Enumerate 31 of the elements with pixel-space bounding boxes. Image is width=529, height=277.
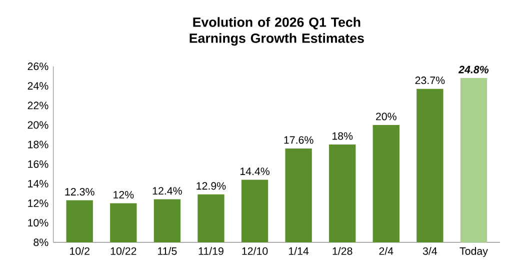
y-tick-label: 16% — [28, 160, 48, 168]
x-tick-label: 11/5 — [158, 247, 177, 255]
x-tick-label: 1/28 — [332, 247, 352, 255]
data-label: 14.4% — [240, 168, 270, 176]
x-tick-label: 3/4 — [422, 247, 438, 255]
y-tick-label: 8% — [34, 238, 48, 246]
data-label: 17.6% — [284, 136, 314, 144]
data-label: 24.8% — [458, 66, 489, 74]
y-tick-label: 18% — [28, 140, 48, 148]
x-tick-label: 1/14 — [289, 247, 309, 255]
data-label: 20% — [376, 112, 396, 120]
x-tick-label: Today — [460, 247, 488, 257]
y-tick-label: 20% — [28, 121, 48, 129]
y-tick-label: 26% — [28, 62, 48, 70]
y-tick-label: 12% — [28, 199, 48, 207]
y-tick-label: 22% — [28, 102, 48, 110]
chart-title: Evolution of 2026 Q1 Tech Earnings Growth Estimates — [190, 17, 364, 46]
y-tick-label: 24% — [28, 82, 48, 90]
data-label: 18% — [332, 132, 353, 140]
data-label: 12% — [114, 190, 134, 198]
y-tick-label: 14% — [28, 180, 48, 188]
x-tick-label: 10/22 — [110, 247, 136, 255]
data-label: 12.3% — [65, 188, 94, 196]
data-label: 12.9% — [196, 182, 226, 190]
data-label: 12.4% — [152, 187, 182, 195]
x-tick-label: 11/19 — [198, 247, 224, 255]
y-tick-label: 10% — [28, 218, 48, 227]
x-tick-label: 2/4 — [379, 247, 394, 255]
x-tick-label: 10/2 — [70, 247, 90, 255]
x-tick-label: 12/10 — [242, 247, 268, 255]
data-label: 23.7% — [415, 76, 445, 84]
